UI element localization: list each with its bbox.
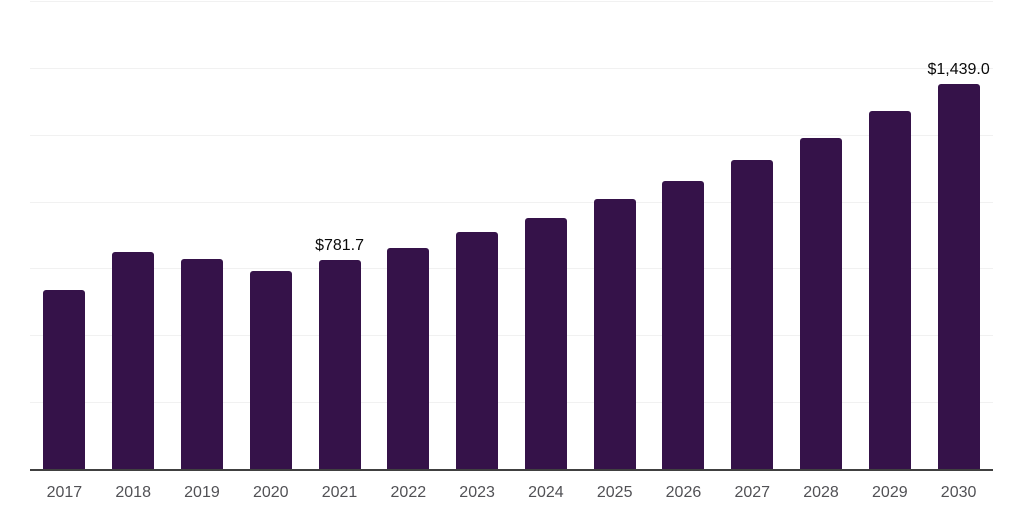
x-tick-2023: 2023 (459, 484, 495, 501)
x-tick-2017: 2017 (46, 484, 83, 501)
bar-2021 (318, 259, 361, 469)
bar-2030 (937, 84, 980, 469)
bar-2019 (180, 259, 223, 469)
x-tick-2018: 2018 (115, 484, 151, 501)
x-tick-2025: 2025 (596, 484, 633, 501)
gridline-250 (30, 402, 993, 404)
gridline-1750 (30, 1, 993, 2)
plot-area: 2017 2018 2019 2020 $781.7 2021 2022 2023 2024 20… (30, 0, 993, 512)
x-tick-2022: 2022 (390, 484, 427, 501)
gridline-750 (30, 268, 993, 270)
bar-2028 (800, 137, 843, 469)
x-tick-2027: 2027 (734, 484, 771, 501)
bar-2026 (662, 180, 705, 469)
gridline-1500 (30, 67, 993, 69)
bar-2027 (731, 159, 774, 469)
gridline-500 (30, 335, 993, 337)
bar-2022 (387, 247, 430, 469)
bar-2020 (249, 270, 292, 469)
bar-2024 (524, 217, 567, 469)
x-axis-line (30, 469, 993, 471)
x-tick-2021: 2021 (321, 484, 358, 501)
value-label-2021: $781.7 (315, 236, 364, 254)
gridline-1250 (30, 134, 993, 136)
x-tick-2026: 2026 (665, 484, 702, 501)
x-tick-2028: 2028 (803, 484, 839, 501)
x-tick-2020: 2020 (252, 484, 289, 501)
bar-2023 (456, 232, 499, 469)
x-tick-2029: 2029 (872, 484, 908, 501)
value-label-2030: $1,439.0 (927, 61, 990, 79)
bar-2018 (112, 251, 155, 469)
x-tick-2019: 2019 (184, 484, 220, 501)
x-tick-2024: 2024 (528, 484, 564, 501)
gridline-1000 (30, 201, 993, 203)
bar-2025 (593, 199, 636, 469)
bar-2017 (43, 289, 86, 469)
bar-2029 (868, 110, 911, 469)
x-tick-2030: 2030 (940, 484, 977, 501)
